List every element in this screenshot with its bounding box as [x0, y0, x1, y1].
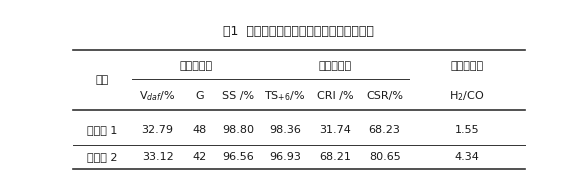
Text: 96.93: 96.93 — [269, 152, 301, 162]
Text: 68.23: 68.23 — [368, 125, 401, 135]
Text: 配合煤指标: 配合煤指标 — [180, 61, 213, 71]
Text: 42: 42 — [192, 152, 206, 162]
Text: 气化焦 2: 气化焦 2 — [87, 152, 118, 162]
Text: 48: 48 — [192, 125, 206, 135]
Text: 表1  添加不同量电石渣对气化焦性质的影响: 表1 添加不同量电石渣对气化焦性质的影响 — [223, 25, 374, 38]
Text: TS$_{+6}$/%: TS$_{+6}$/% — [265, 89, 306, 103]
Text: 4.34: 4.34 — [455, 152, 480, 162]
Text: 气化焦 1: 气化焦 1 — [87, 125, 117, 135]
Text: G: G — [195, 91, 203, 101]
Text: 98.80: 98.80 — [222, 125, 254, 135]
Text: V$_{daf}$/%: V$_{daf}$/% — [139, 89, 175, 103]
Text: 31.74: 31.74 — [319, 125, 351, 135]
Text: 33.12: 33.12 — [142, 152, 174, 162]
Text: 98.36: 98.36 — [269, 125, 301, 135]
Text: 96.56: 96.56 — [222, 152, 254, 162]
Text: 序号: 序号 — [96, 75, 109, 85]
Text: 气化气组成: 气化气组成 — [451, 61, 484, 71]
Text: SS /%: SS /% — [222, 91, 254, 101]
Text: 1.55: 1.55 — [455, 125, 479, 135]
Text: 32.79: 32.79 — [142, 125, 174, 135]
Text: 68.21: 68.21 — [319, 152, 351, 162]
Text: CRI /%: CRI /% — [317, 91, 353, 101]
Text: H$_2$/CO: H$_2$/CO — [449, 89, 485, 103]
Text: 气化焦指标: 气化焦指标 — [318, 61, 352, 71]
Text: 80.65: 80.65 — [369, 152, 401, 162]
Text: CSR/%: CSR/% — [366, 91, 403, 101]
